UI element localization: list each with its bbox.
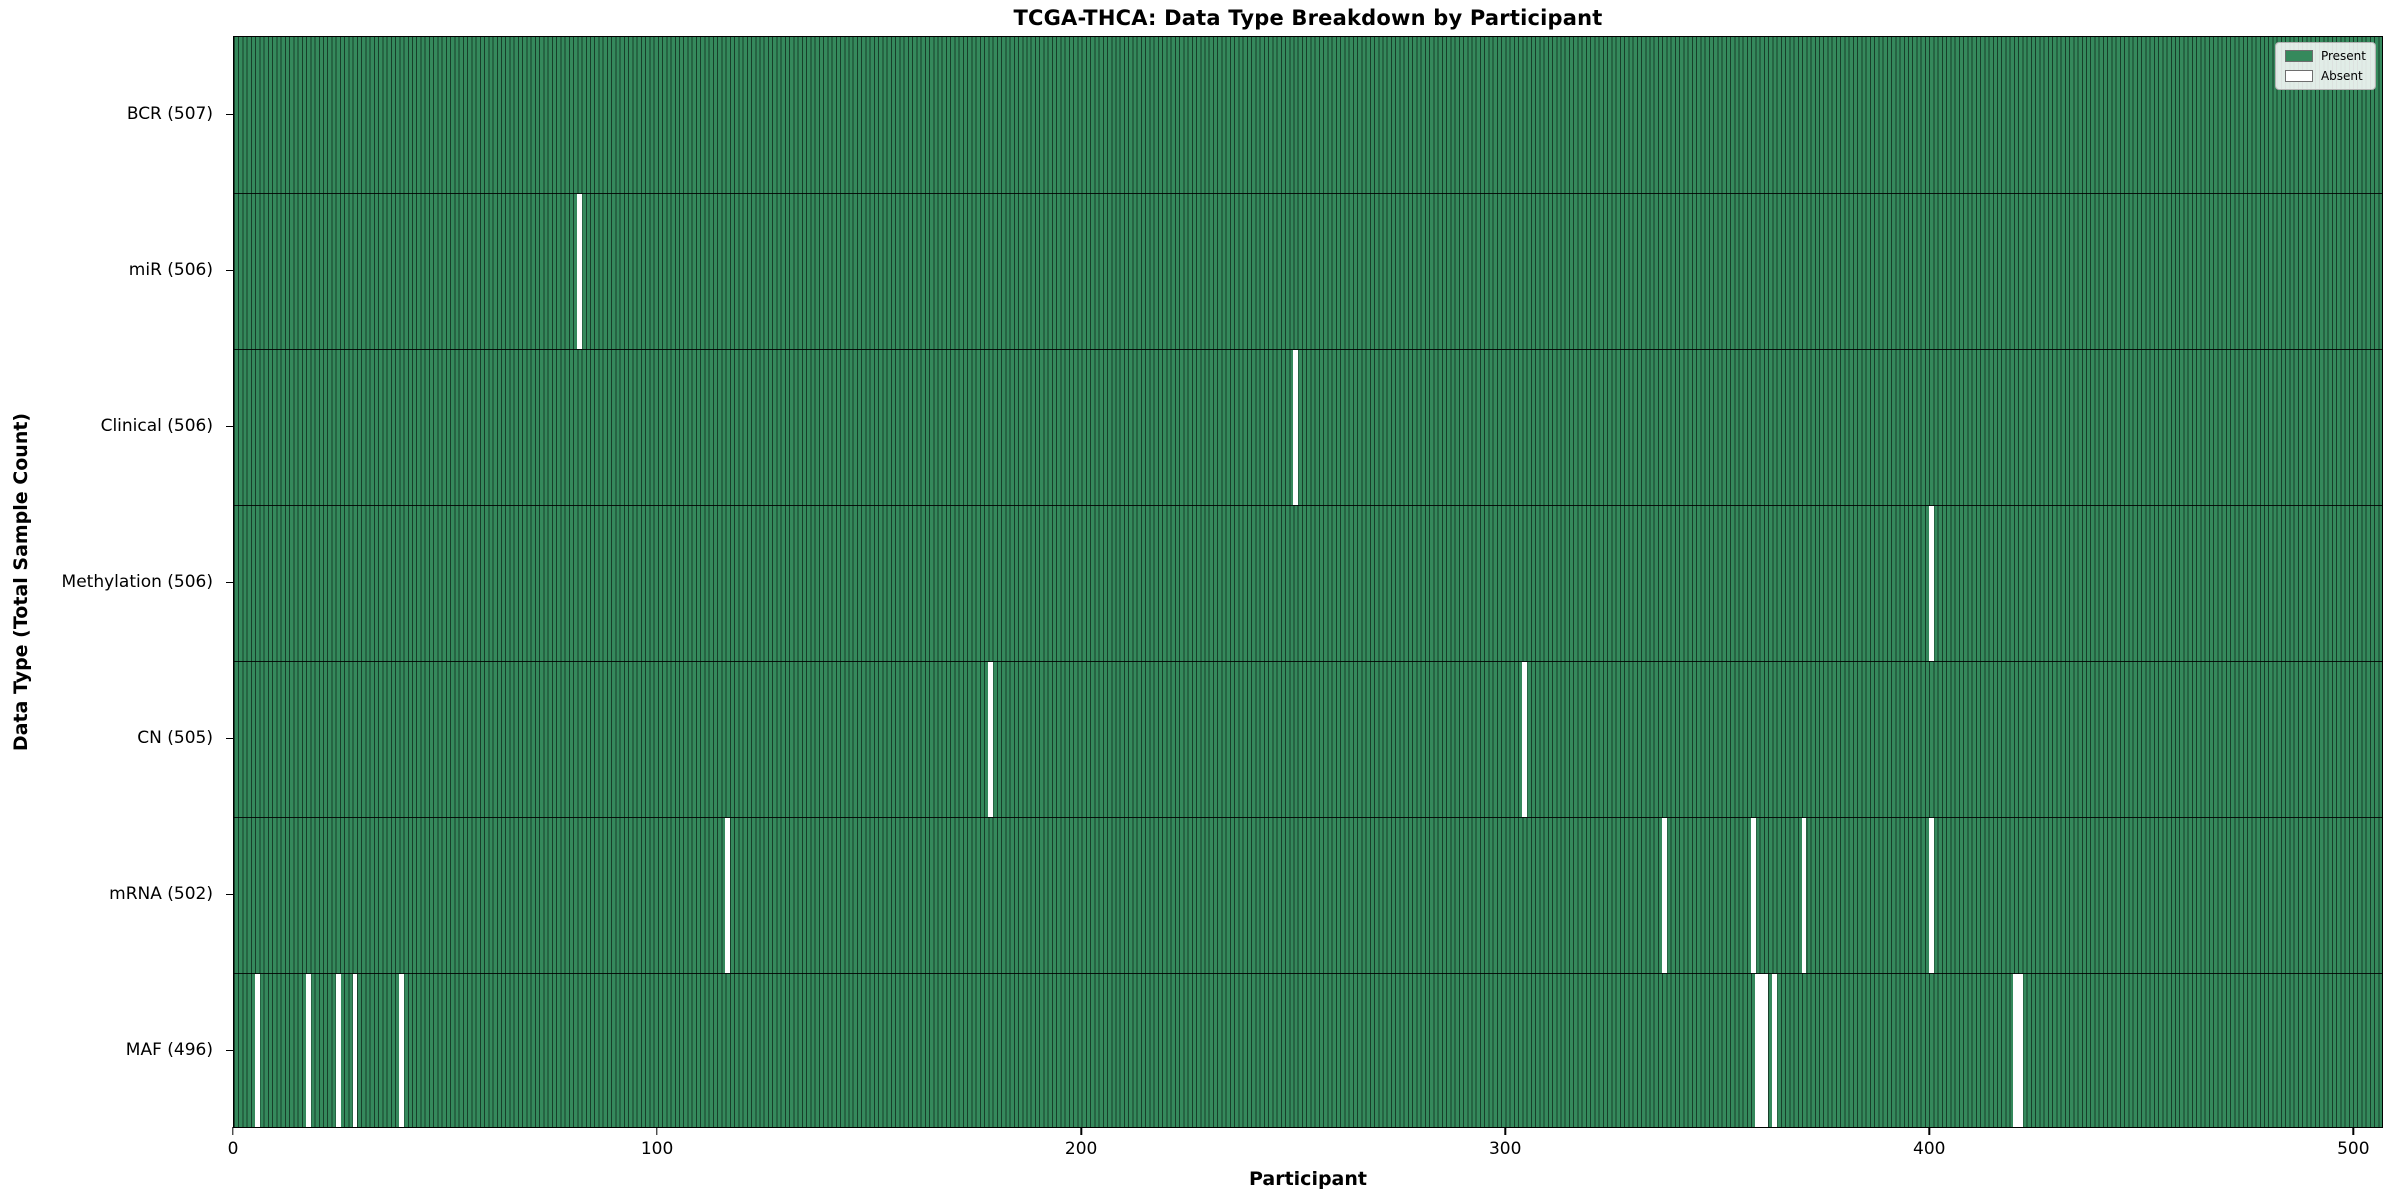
x-axis-ticks: 0 100 200 300 400 500 — [228, 1127, 2383, 1173]
legend: Present Absent — [2274, 42, 2376, 90]
y-tick-mark — [226, 582, 233, 584]
row-mir — [234, 193, 2382, 349]
y-tick-mark — [226, 114, 233, 116]
x-tick-label-400: 400 — [1913, 1139, 1946, 1159]
x-tick-mark — [1928, 1127, 1930, 1135]
absent-cell — [1801, 818, 1807, 973]
y-tick-mark — [226, 270, 233, 272]
y-tick-label-mrna: mRNA (502) — [109, 884, 213, 904]
y-tick-label-mir: miR (506) — [128, 260, 213, 280]
x-tick-mark — [656, 1127, 658, 1135]
x-tick-label-0: 0 — [227, 1139, 239, 1159]
absent-cell — [1293, 350, 1299, 505]
absent-cell — [1521, 662, 1527, 817]
y-tick-label-methylation: Methylation (506) — [61, 572, 213, 592]
absent-cell — [2017, 974, 2023, 1127]
present-swatch — [2284, 50, 2313, 62]
absent-cell — [1754, 974, 1760, 1127]
absent-cell — [352, 974, 358, 1127]
row-bcr — [234, 37, 2382, 193]
x-tick-mark — [232, 1127, 234, 1135]
absent-cell — [255, 974, 261, 1127]
y-tick-mark — [226, 426, 233, 428]
chart-title: TCGA-THCA: Data Type Breakdown by Partic… — [1013, 6, 1603, 30]
y-tick-mark — [226, 894, 233, 896]
x-tick-label-200: 200 — [1064, 1139, 1098, 1159]
x-axis-label: Participant — [1248, 1168, 1367, 1190]
x-tick-mark — [1504, 1127, 1506, 1135]
y-tick-mark — [226, 1050, 233, 1052]
row-clinical — [234, 349, 2382, 505]
row-methylation — [234, 505, 2382, 661]
x-tick-label-500: 500 — [2337, 1139, 2370, 1159]
absent-cell — [1750, 818, 1756, 973]
absent-cell — [1763, 974, 1769, 1127]
legend-item-present: Present — [2284, 49, 2366, 63]
absent-cell — [1759, 974, 1765, 1127]
absent-cell — [725, 818, 731, 973]
plot-area: Present Absent — [233, 36, 2383, 1128]
x-tick-mark — [1080, 1127, 1082, 1135]
absent-cell — [988, 662, 993, 817]
x-tick-mark — [2352, 1127, 2355, 1135]
absent-swatch — [2284, 70, 2313, 82]
y-tick-label-maf: MAF (496) — [125, 1040, 213, 1060]
legend-item-absent: Absent — [2284, 69, 2366, 83]
absent-cell — [1771, 974, 1777, 1127]
row-cn — [234, 661, 2382, 817]
absent-cell — [399, 974, 405, 1127]
y-tick-label-cn: CN (505) — [137, 728, 213, 748]
y-tick-label-bcr: BCR (507) — [126, 104, 213, 124]
legend-absent-label: Absent — [2320, 69, 2363, 83]
x-tick-label-300: 300 — [1488, 1139, 1522, 1159]
legend-present-label: Present — [2320, 49, 2366, 63]
absent-cell — [335, 974, 341, 1127]
y-tick-mark — [226, 738, 233, 740]
y-axis-tick-marks — [226, 36, 233, 1128]
y-axis-tick-labels: BCR (507) miR (506) Clinical (506) Methylat… — [0, 36, 226, 1128]
x-tick-label-100: 100 — [640, 1139, 674, 1159]
y-tick-label-clinical: Clinical (506) — [100, 416, 213, 436]
absent-cell — [2013, 974, 2019, 1127]
absent-cell — [577, 194, 583, 349]
absent-cell — [1928, 506, 1934, 661]
row-mrna — [234, 817, 2382, 973]
absent-cell — [1928, 818, 1934, 973]
row-maf — [234, 973, 2382, 1127]
absent-cell — [306, 974, 311, 1127]
absent-cell — [1661, 818, 1667, 973]
